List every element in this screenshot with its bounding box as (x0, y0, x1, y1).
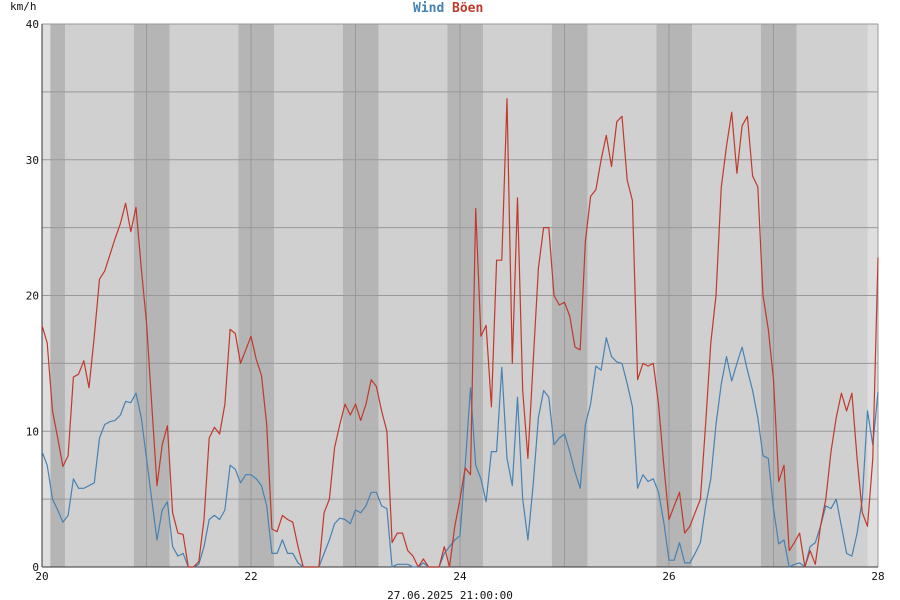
plot-area: 0 10 20 30 40 20 22 24 26 28 (26, 18, 885, 583)
x-tick-label: 26 (662, 570, 675, 583)
series-line-gusts (41, 98, 879, 568)
y-tick-label: 40 (26, 18, 39, 31)
y-tick-label: 30 (26, 154, 39, 167)
x-axis-timestamp-label: 27.06.2025 21:00:00 (387, 589, 513, 600)
y-tick-label: 20 (26, 290, 39, 303)
y-tick-label: 0 (32, 561, 39, 574)
x-tick-label: 24 (453, 570, 467, 583)
chart-title-wind: Wind (413, 1, 444, 16)
series-line-wind (41, 337, 879, 568)
x-tick-label: 22 (244, 570, 257, 583)
x-tick-label: 20 (35, 570, 48, 583)
y-axis-unit-label: km/h (10, 0, 37, 13)
y-tick-label: 10 (26, 425, 39, 438)
x-tick-label: 28 (871, 570, 884, 583)
chart-title-gusts: Böen (452, 1, 483, 16)
